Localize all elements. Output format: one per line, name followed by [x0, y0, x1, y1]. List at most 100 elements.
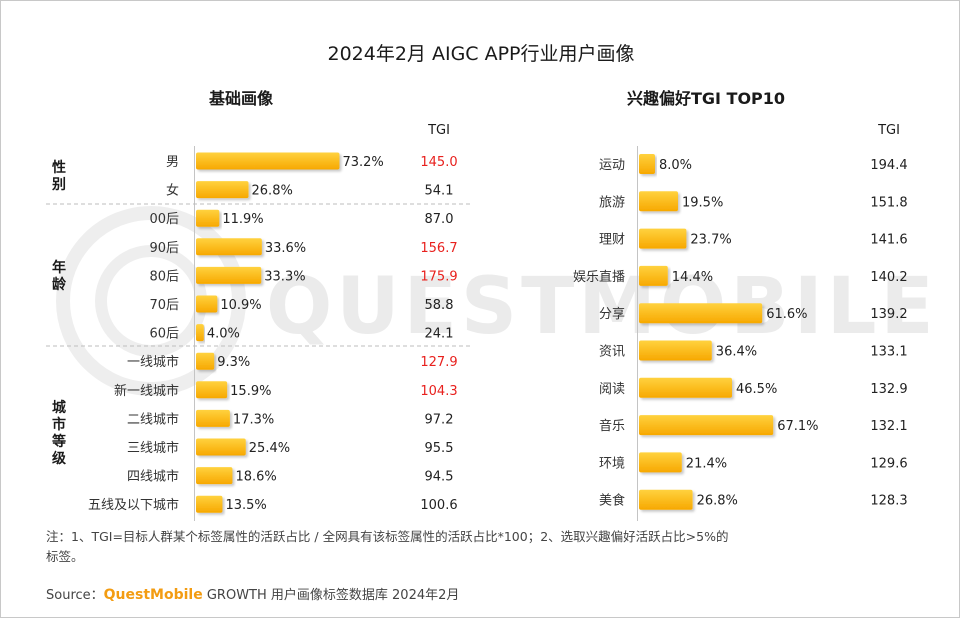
category-label: 四线城市 — [127, 469, 179, 485]
source-label: Source： — [46, 588, 104, 603]
tgi-value: 128.3 — [870, 494, 907, 509]
bar — [639, 452, 682, 473]
category-label: 理财 — [599, 233, 625, 248]
group-label-char: 级 — [52, 450, 67, 467]
category-label: 旅游 — [599, 195, 625, 210]
data-label: 23.7% — [690, 233, 731, 248]
bar — [196, 409, 230, 427]
bar — [639, 415, 774, 436]
data-label: 11.9% — [222, 212, 263, 227]
chart-title: 2024年2月 AIGC APP行业用户画像 — [327, 43, 634, 65]
watermark: QUESTMOBILE — [56, 206, 934, 396]
group-label: 年龄 — [52, 259, 67, 293]
tgi-value: 104.3 — [420, 384, 457, 399]
note-line-2: 标签。 — [46, 549, 84, 564]
tgi-value: 129.6 — [870, 456, 907, 471]
category-label: 娱乐直播 — [573, 270, 625, 285]
tgi-value: 97.2 — [425, 412, 454, 427]
group-label-char: 市 — [52, 416, 66, 433]
category-label: 男 — [166, 155, 179, 170]
group-label-char: 性 — [52, 159, 66, 176]
bar — [639, 303, 763, 324]
tgi-value: 156.7 — [420, 241, 457, 256]
tgi-value: 94.5 — [425, 470, 454, 485]
source-line: Source：QuestMobile GROWTH 用户画像标签数据库 2024… — [46, 587, 459, 603]
bar — [196, 381, 228, 399]
data-label: 18.6% — [235, 470, 276, 485]
category-label: 三线城市 — [127, 440, 179, 456]
bar — [639, 228, 687, 249]
group-label-char: 城 — [52, 399, 66, 416]
data-label: 26.8% — [252, 184, 293, 199]
tgi-value: 175.9 — [420, 269, 457, 284]
bar — [639, 340, 712, 361]
tgi-value: 133.1 — [870, 345, 907, 360]
bar — [639, 377, 732, 398]
category-label: 女 — [166, 183, 179, 199]
tgi-value: 132.9 — [870, 382, 907, 397]
category-label: 新一线城市 — [114, 383, 179, 399]
data-label: 14.4% — [672, 270, 713, 285]
bar — [639, 154, 655, 174]
tgi-value: 139.2 — [870, 307, 907, 322]
tgi-value: 54.1 — [425, 184, 454, 199]
bar — [196, 438, 246, 456]
category-label: 70后 — [149, 298, 179, 313]
tgi-value: 24.1 — [425, 327, 454, 342]
bar — [196, 152, 340, 170]
category-label: 五线及以下城市 — [88, 497, 179, 513]
bar — [196, 181, 249, 199]
category-label: 分享 — [599, 306, 625, 322]
data-label: 10.9% — [220, 298, 261, 313]
bar — [196, 352, 215, 370]
right-tgi-header: TGI — [877, 123, 900, 138]
data-label: 13.5% — [225, 498, 266, 513]
group-label-char: 龄 — [52, 276, 67, 293]
left-panel-title: 基础画像 — [208, 89, 274, 108]
right-panel-title: 兴趣偏好TGI TOP10 — [627, 89, 785, 108]
data-label: 73.2% — [342, 155, 383, 170]
category-label: 二线城市 — [127, 411, 179, 427]
category-label: 音乐 — [599, 418, 625, 434]
category-label: 00后 — [149, 212, 179, 227]
tgi-value: 132.1 — [870, 419, 907, 434]
data-label: 19.5% — [682, 195, 723, 210]
group-label-char: 年 — [52, 259, 66, 276]
data-label: 36.4% — [716, 345, 757, 360]
right-bar-chart: 运动 8.0% 194.4 旅游 19.5% 151.8 理财 23.7% 141.6 娱乐直播 1… — [573, 154, 908, 510]
data-label: 61.6% — [766, 307, 807, 322]
group-label-char: 等 — [52, 433, 66, 450]
data-label: 67.1% — [777, 419, 818, 434]
data-label: 33.3% — [264, 269, 305, 284]
bar — [196, 495, 223, 513]
bar — [196, 324, 204, 342]
bar — [196, 238, 262, 256]
data-label: 33.6% — [265, 241, 306, 256]
data-label: 46.5% — [736, 382, 777, 397]
category-label: 运动 — [599, 158, 625, 173]
bar — [639, 489, 693, 510]
left-bar-chart: 男 73.2% 145.0 女 26.8% 54.1 性别 00后 11.9% 87.0 90后 33… — [51, 152, 458, 513]
category-label: 60后 — [149, 327, 179, 342]
tgi-value: 140.2 — [870, 270, 907, 285]
note-line-1: 注：1、TGI=目标人群某个标签属性的活跃占比 / 全网具有该标签属性的活跃占比… — [46, 529, 728, 544]
tgi-value: 58.8 — [425, 298, 454, 313]
category-label: 90后 — [149, 241, 179, 256]
category-label: 美食 — [599, 493, 625, 509]
bar — [196, 467, 233, 485]
category-label: 阅读 — [599, 382, 625, 397]
tgi-value: 194.4 — [870, 158, 907, 173]
category-label: 80后 — [149, 269, 179, 284]
tgi-value: 100.6 — [420, 498, 457, 513]
group-label: 城市等级 — [52, 399, 67, 467]
bar — [639, 191, 678, 212]
bar — [196, 266, 262, 284]
data-label: 21.4% — [686, 456, 727, 471]
group-label-char: 别 — [51, 177, 66, 193]
data-label: 26.8% — [697, 494, 738, 509]
data-label: 8.0% — [659, 158, 692, 173]
source-text: GROWTH 用户画像标签数据库 2024年2月 — [203, 587, 460, 603]
data-label: 15.9% — [230, 384, 271, 399]
